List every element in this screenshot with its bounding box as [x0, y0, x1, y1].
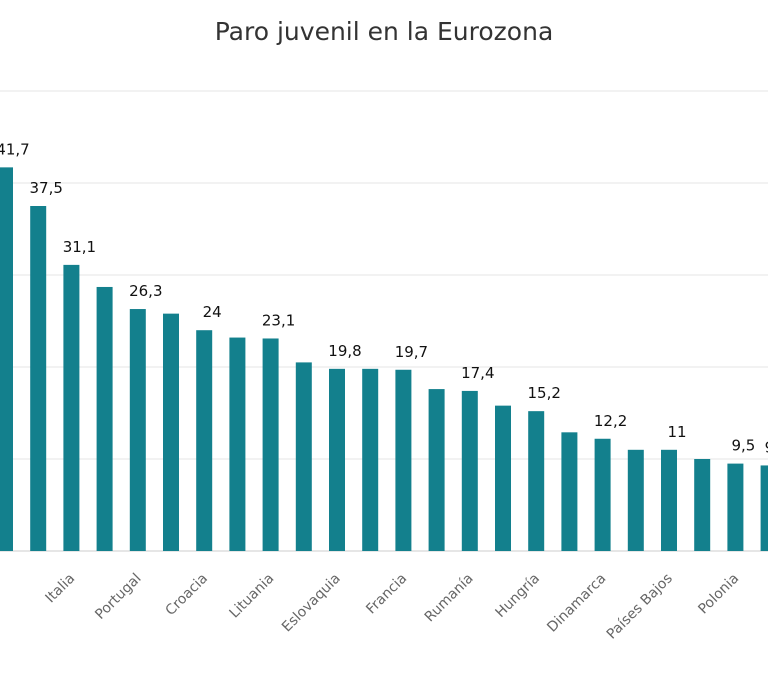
value-label: 41,7: [0, 140, 30, 158]
bar: [129, 309, 146, 551]
bar: [0, 167, 13, 552]
bar: [196, 330, 213, 551]
bar: [661, 449, 677, 551]
x-tick-label: Italia: [42, 571, 78, 607]
bar: [694, 459, 711, 551]
bar: [461, 390, 478, 551]
bar: [30, 206, 47, 551]
value-label: 17,4: [461, 364, 494, 382]
x-tick-label: Lituania: [227, 571, 278, 622]
bar: [262, 338, 279, 551]
x-tick-label: Polonia: [695, 571, 742, 618]
bar: [329, 368, 345, 551]
value-label: 19,8: [328, 342, 361, 360]
bar: [163, 313, 179, 551]
bar: [594, 438, 611, 551]
value-label: 19,7: [395, 343, 428, 361]
bar: [428, 389, 445, 551]
x-tick-label: Francia: [363, 571, 410, 618]
bar: [495, 405, 511, 551]
bar: [760, 465, 768, 551]
bar: [362, 368, 379, 551]
bar: [295, 362, 312, 551]
value-label: 9,5: [731, 437, 755, 455]
bar: [395, 369, 412, 551]
value-label: 31,1: [63, 238, 96, 256]
bar: [528, 411, 545, 551]
x-tick-label: Eslovaquia: [279, 571, 344, 636]
x-tick-label: Países Bajos: [604, 571, 676, 643]
x-tick-label: Portugal: [92, 571, 144, 623]
value-label: 15,2: [527, 384, 560, 402]
x-tick-label: Hungría: [493, 571, 543, 621]
value-label: 37,5: [29, 179, 62, 197]
bar: [561, 432, 578, 551]
value-label: 24: [203, 303, 222, 321]
value-label: 26,3: [129, 282, 162, 300]
chart-title: Paro juvenil en la Eurozona: [215, 17, 554, 46]
value-label: 23,1: [262, 311, 295, 329]
bar: [627, 449, 644, 551]
value-label: 12,2: [594, 412, 627, 430]
x-tick-label: Rumanía: [422, 571, 477, 626]
bar: [727, 463, 744, 551]
bar: [63, 264, 80, 551]
bar: [96, 286, 113, 551]
value-label: 9,3: [765, 438, 768, 456]
x-tick-label: Dinamarca: [544, 571, 609, 636]
bar: [229, 337, 246, 551]
x-tick-label: Croacia: [163, 571, 211, 619]
value-label: 11: [667, 423, 686, 441]
